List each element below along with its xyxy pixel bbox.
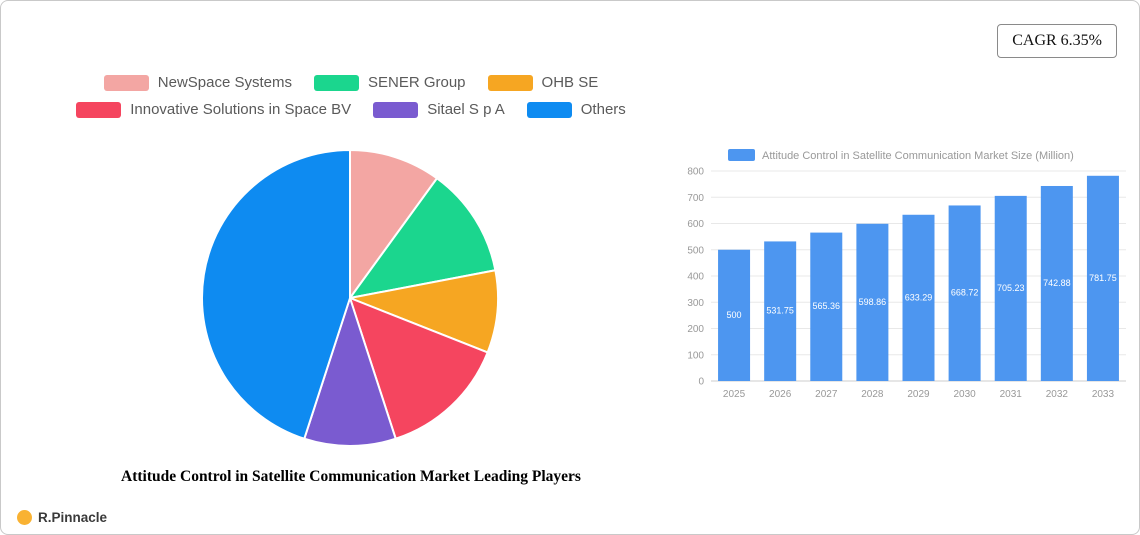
bar-2032	[1040, 185, 1073, 381]
bar-2029	[902, 214, 935, 381]
y-axis-tick-label: 400	[687, 272, 704, 283]
bar-2027	[810, 232, 843, 381]
legend-label-ohb-se: OHB SE	[541, 74, 599, 91]
bar-value-label: 781.75	[1089, 273, 1117, 283]
legend-label-newspace-systems: NewSpace Systems	[157, 74, 292, 91]
pie-slice-ohb-se	[349, 269, 500, 354]
pie-legend: NewSpace Systems SENER Group OHB SE Innova…	[1, 74, 701, 118]
bar-value-label: 633.29	[905, 292, 933, 302]
legend-swatch-sener-group	[313, 74, 359, 91]
legend-item-sitael-s-p-a[interactable]: Sitael S p A	[373, 101, 505, 118]
pie-slice-newspace-systems	[349, 149, 438, 299]
bar-2028	[856, 223, 889, 381]
legend-swatch-newspace-systems	[103, 74, 149, 91]
y-axis-tick-label: 200	[687, 324, 704, 335]
cagr-label: CAGR 6.35%	[1012, 32, 1102, 49]
legend-swatch-others	[526, 101, 572, 118]
y-axis-tick-label: 500	[687, 245, 704, 256]
y-axis-tick-label: 700	[687, 193, 704, 204]
legend-item-innovative-solutions-in-space-bv[interactable]: Innovative Solutions in Space BV	[76, 101, 351, 118]
x-axis-tick-label: 2027	[815, 389, 838, 400]
legend-label-innovative-solutions-in-space-bv: Innovative Solutions in Space BV	[130, 101, 352, 118]
legend-swatch-innovative-solutions-in-space-bv	[76, 101, 122, 118]
x-axis-tick-label: 2031	[1000, 389, 1023, 400]
bar-2030	[948, 205, 981, 381]
bar-value-label: 742.88	[1043, 278, 1071, 288]
legend-item-sener-group[interactable]: SENER Group	[313, 74, 466, 91]
y-axis-tick-label: 800	[687, 167, 704, 178]
legend-label-sener-group: SENER Group	[367, 74, 466, 91]
bar-legend[interactable]: Attitude Control in Satellite Communicat…	[728, 149, 1074, 162]
cagr-badge: CAGR 6.35%	[997, 24, 1117, 58]
y-axis-tick-label: 100	[687, 350, 704, 361]
logo-icon	[17, 510, 32, 525]
x-axis-tick-label: 2026	[769, 389, 792, 400]
pie-slice-sitael-s-p-a	[303, 297, 397, 448]
bar-2031	[994, 195, 1027, 381]
pie-legend-row-1: NewSpace Systems SENER Group OHB SE	[103, 74, 599, 91]
bar-value-label: 668.72	[951, 288, 979, 298]
pie-slice-others	[201, 149, 351, 440]
brand-logo: R.Pinnacle	[17, 510, 107, 525]
y-axis-tick-label: 0	[698, 377, 704, 388]
x-axis-tick-label: 2033	[1092, 389, 1115, 400]
bar-value-label: 705.23	[997, 283, 1025, 293]
bar-value-label: 565.36	[813, 301, 841, 311]
bar-chart: Attitude Control in Satellite Communicat…	[681, 141, 1136, 416]
bar-legend-label: Attitude Control in Satellite Communicat…	[762, 150, 1074, 162]
x-axis-tick-label: 2029	[907, 389, 930, 400]
bar-2025	[718, 249, 751, 381]
pie-chart	[190, 138, 510, 458]
legend-swatch-ohb-se	[487, 74, 533, 91]
pie-slice-sener-group	[349, 177, 497, 299]
y-axis-tick-label: 300	[687, 298, 704, 309]
bar-2026	[764, 241, 797, 381]
bar-legend-swatch	[728, 149, 755, 161]
x-axis-tick-label: 2028	[861, 389, 884, 400]
x-axis-tick-label: 2032	[1046, 389, 1069, 400]
bar-2033	[1086, 175, 1119, 381]
bar-chart-svg: Attitude Control in Satellite Communicat…	[687, 149, 1126, 400]
legend-item-newspace-systems[interactable]: NewSpace Systems	[103, 74, 292, 91]
bar-value-label: 531.75	[766, 306, 794, 316]
x-axis-tick-label: 2025	[723, 389, 746, 400]
legend-swatch-sitael-s-p-a	[373, 101, 419, 118]
brand-name: R.Pinnacle	[38, 510, 108, 525]
bar-value-label: 598.86	[859, 297, 887, 307]
legend-item-others[interactable]: Others	[526, 101, 626, 118]
bar-value-label: 500	[727, 310, 742, 320]
legend-label-others: Others	[580, 101, 626, 118]
pie-chart-title: Attitude Control in Satellite Communicat…	[121, 468, 581, 485]
x-axis-tick-label: 2030	[953, 389, 976, 400]
pie-chart-svg	[201, 149, 500, 448]
y-axis-tick-label: 600	[687, 219, 704, 230]
pie-legend-row-2: Innovative Solutions in Space BV Sitael S…	[76, 101, 626, 118]
legend-item-ohb-se[interactable]: OHB SE	[487, 74, 599, 91]
legend-label-sitael-s-p-a: Sitael S p A	[427, 101, 505, 118]
